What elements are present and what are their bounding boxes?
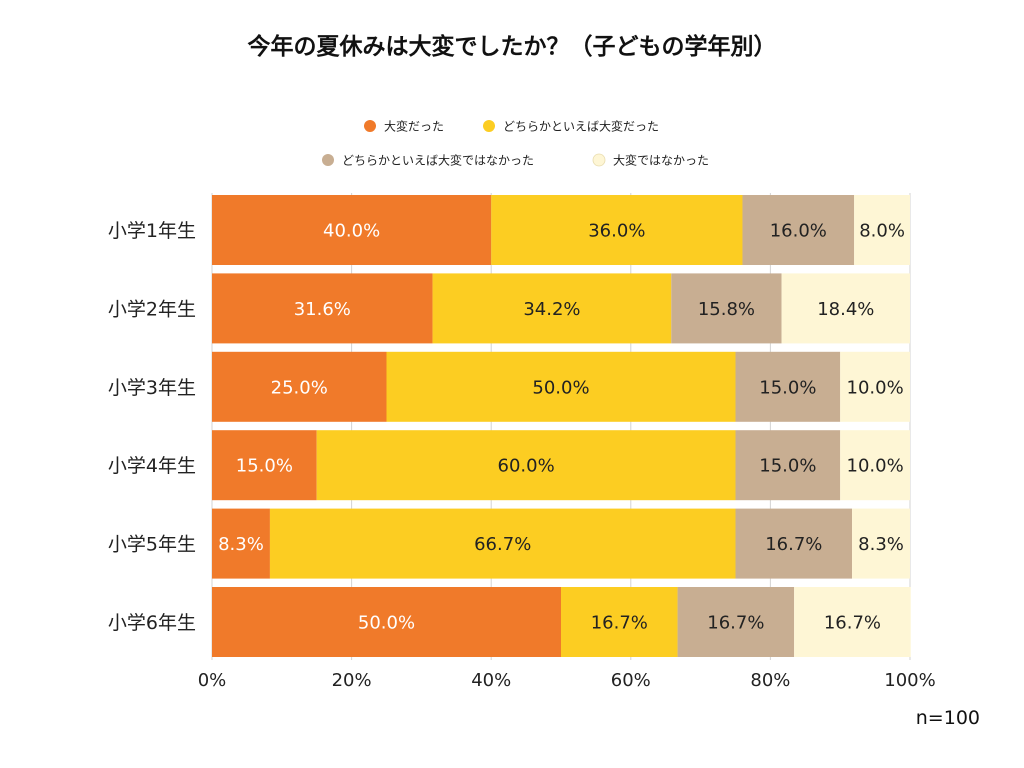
bar-segment [735,430,841,501]
data-label: 66.7% [474,534,531,555]
x-tick-label: 0% [198,670,227,691]
legend-label: 大変だった [384,119,444,134]
data-label: 60.0% [498,456,555,477]
bar-segment [212,587,561,657]
bar-segment [794,587,911,657]
bar-row: 40.0% 36.0% 16.0% 8.0% [212,195,910,265]
bar-segment [742,195,855,265]
data-label: 50.0% [532,377,589,398]
category-label: 小学5年生 [108,534,196,556]
bar-segment [840,430,910,501]
category-label: 小学3年生 [108,377,196,399]
bar-segment [671,273,782,344]
x-tick-labels: 0% 20% 40% 60% 80% 100% [198,670,936,691]
bars: 40.0% 36.0% 16.0% 8.0% 31.6% 34.2% 15.8% 18.4% 2… [212,195,911,657]
bar-segment [212,351,387,422]
data-label: 15.8% [698,299,755,320]
chart-title: 今年の夏休みは大変でしたか？（子どもの学年別） [248,33,777,60]
data-label: 10.0% [847,456,904,477]
data-label: 16.0% [770,221,827,242]
data-label: 40.0% [323,221,380,242]
bar-segment [854,195,910,265]
legend-swatch [364,120,376,132]
legend-label: どちらかといえば大変ではなかった [342,153,534,168]
data-label: 16.7% [707,613,764,634]
bar-segment [212,430,317,501]
data-label: 15.0% [759,456,816,477]
legend-label: どちらかといえば大変だった [503,119,659,134]
bar-segment [561,587,678,657]
x-tick-label: 60% [611,670,651,691]
sample-size-note: n=100 [916,707,980,729]
bar-segment [432,273,672,344]
x-tick-label: 100% [884,670,935,691]
bar-row: 31.6% 34.2% 15.8% 18.4% [212,273,910,344]
data-label: 36.0% [588,221,645,242]
bar-segment [840,351,910,422]
bar-segment [212,273,433,344]
bar-segment [677,587,795,657]
bar-segment [316,430,736,501]
data-label: 31.6% [294,299,351,320]
data-label: 8.0% [859,221,905,242]
x-tick-label: 80% [750,670,790,691]
data-label: 10.0% [847,377,904,398]
bar-row: 50.0% 16.7% 16.7% 16.7% [212,587,911,657]
x-tick-label: 20% [332,670,372,691]
legend-swatch [483,120,495,132]
data-label: 8.3% [858,534,904,555]
data-label: 18.4% [817,299,874,320]
legend-swatch [322,154,334,166]
legend-item: どちらかといえば大変だった [483,119,659,134]
legend-item: 大変ではなかった [592,153,709,168]
legend-item: 大変だった [364,119,444,134]
bar-segment [735,508,853,579]
data-label: 34.2% [523,299,580,320]
legend-swatch [592,153,606,167]
bar-segment [781,273,910,344]
bar-segment [269,508,736,579]
data-label: 16.7% [765,534,822,555]
data-label: 8.3% [218,534,264,555]
data-label: 25.0% [271,377,328,398]
bar-segment [852,508,910,579]
legend-label: 大変ではなかった [613,153,709,168]
legend-item: どちらかといえば大変ではなかった [322,153,534,168]
x-tick-label: 40% [471,670,511,691]
category-label: 小学6年生 [108,612,196,634]
bar-row: 25.0% 50.0% 15.0% 10.0% [212,351,910,422]
bar-segment [735,351,841,422]
bar-row: 8.3% 66.7% 16.7% 8.3% [212,508,910,579]
data-label: 16.7% [591,613,648,634]
data-label: 15.0% [236,456,293,477]
bar-segment [386,351,736,422]
data-label: 16.7% [824,613,881,634]
gridlines [211,193,911,660]
bar-row: 15.0% 60.0% 15.0% 10.0% [212,430,910,501]
category-label: 小学4年生 [108,455,196,477]
category-label: 小学1年生 [108,220,196,242]
data-label: 50.0% [358,613,415,634]
bar-segment [212,195,492,265]
bar-segment [491,195,743,265]
category-label: 小学2年生 [108,298,196,320]
bar-segment [212,508,270,579]
data-label: 15.0% [759,377,816,398]
